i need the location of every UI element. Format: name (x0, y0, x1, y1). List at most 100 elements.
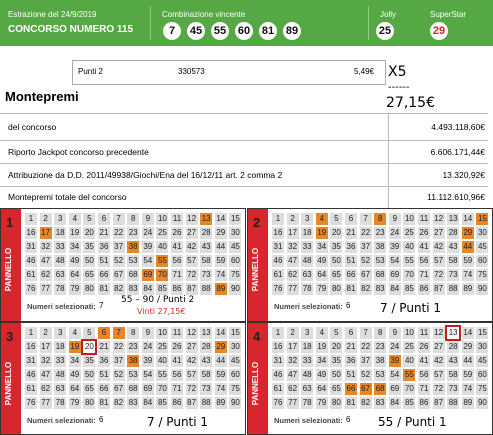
number-cell: 89 (461, 397, 474, 409)
number-cell: 14 (214, 213, 227, 225)
handwritten-note: 55 / Punti 1 (378, 415, 447, 429)
number-cell: 1 (272, 213, 284, 225)
number-cell: 74 (461, 269, 474, 281)
combination-label: Combinazione vincente (162, 10, 246, 19)
number-cell: 59 (214, 255, 227, 267)
number-cell: 87 (185, 397, 198, 409)
number-cell: 30 (476, 341, 489, 353)
number-cell: 49 (68, 369, 81, 381)
number-cell: 22 (112, 227, 125, 239)
number-cell: 2 (286, 213, 299, 225)
number-cell: 11 (418, 327, 430, 339)
number-cell: 24 (388, 341, 401, 353)
number-cell: 2 (39, 327, 52, 339)
number-cell: 8 (374, 213, 387, 225)
number-cell: 42 (185, 355, 198, 367)
number-cell: 86 (418, 283, 430, 295)
number-cell: 73 (200, 269, 213, 281)
number-cell: 47 (39, 369, 52, 381)
number-cell: 9 (141, 213, 154, 225)
number-cell: 41 (418, 355, 430, 367)
number-cell: 74 (214, 383, 227, 395)
number-cell: 69 (388, 383, 401, 395)
panel: 4 PANNELLO 1 2 3 4 5 6 7 8 9 10 11 12 13 14 15 16 17 18 19 20… (247, 322, 493, 435)
number-cell: 30 (476, 227, 489, 239)
number-cell: 48 (301, 255, 314, 267)
number-cell: 82 (112, 283, 125, 295)
number-cell: 58 (200, 255, 213, 267)
number-cell: 6 (98, 327, 110, 339)
number-cell: 52 (112, 255, 125, 267)
number-cell: 88 (200, 397, 213, 409)
number-cell: 85 (156, 283, 169, 295)
number-cell: 33 (301, 355, 314, 367)
number-cell: 28 (200, 227, 213, 239)
superstar-label: SuperStar (430, 10, 467, 19)
number-cell: 64 (315, 269, 328, 281)
number-cell: 34 (315, 241, 328, 253)
number-cell: 54 (141, 255, 154, 267)
number-cell: 79 (68, 397, 81, 409)
number-cell: 7 (359, 213, 372, 225)
panel: 3 PANNELLO 1 2 3 4 5 6 7 8 9 10 11 12 13 14 15 16 17 18 19 20… (0, 322, 246, 435)
selected-count: 6 (99, 415, 104, 424)
number-cell: 67 (359, 269, 372, 281)
number-cell: 39 (141, 241, 154, 253)
number-cell: 47 (39, 255, 52, 267)
winning-ball: 55 (211, 22, 229, 40)
number-cell: 54 (388, 369, 401, 381)
number-cell: 30 (229, 227, 242, 239)
number-cell: 52 (359, 369, 372, 381)
number-cell: 79 (315, 397, 328, 409)
winning-ball: 60 (235, 22, 253, 40)
number-cell: 59 (214, 369, 227, 381)
number-cell: 84 (388, 283, 401, 295)
number-cell: 75 (476, 269, 489, 281)
jolly-label: Jolly (380, 10, 397, 19)
number-cell: 29 (461, 341, 474, 353)
number-cell: 78 (301, 397, 314, 409)
rule: ------ (388, 82, 410, 93)
number-cell: 26 (171, 227, 183, 239)
number-cell: 56 (171, 255, 183, 267)
number-cell: 33 (301, 241, 314, 253)
number-cell: 82 (359, 397, 372, 409)
number-cell: 41 (171, 241, 183, 253)
number-cell: 72 (432, 269, 445, 281)
number-cell: 62 (39, 269, 52, 281)
number-cell: 25 (156, 227, 169, 239)
number-cell: 44 (461, 355, 474, 367)
number-cell: 69 (141, 269, 154, 281)
number-cell: 67 (112, 383, 125, 395)
number-cell: 71 (171, 269, 183, 281)
number-cell: 36 (98, 241, 110, 253)
number-cell: 13 (200, 213, 213, 225)
table-divider (388, 113, 389, 140)
number-cell: 42 (432, 241, 445, 253)
number-cell: 18 (54, 227, 67, 239)
number-cell: 70 (403, 383, 416, 395)
number-cell: 89 (214, 397, 227, 409)
number-cell: 50 (83, 255, 96, 267)
number-cell: 15 (229, 213, 242, 225)
number-cell: 41 (171, 355, 183, 367)
number-cell: 25 (156, 341, 169, 353)
number-cell: 82 (359, 283, 372, 295)
number-cell: 22 (359, 341, 372, 353)
number-cell: 31 (272, 241, 284, 253)
row-label: del concorso (8, 121, 57, 132)
number-cell: 83 (374, 397, 387, 409)
number-cell: 50 (330, 369, 343, 381)
table-row (0, 186, 488, 209)
number-cell: 55 (156, 255, 169, 267)
number-cell: 80 (330, 397, 343, 409)
number-cell: 83 (127, 397, 140, 409)
number-cell: 21 (345, 227, 357, 239)
number-cell: 80 (330, 283, 343, 295)
number-cell: 87 (432, 283, 445, 295)
number-cell: 72 (185, 383, 198, 395)
number-cell: 68 (374, 269, 387, 281)
number-cell: 71 (171, 383, 183, 395)
number-cell: 69 (141, 383, 154, 395)
